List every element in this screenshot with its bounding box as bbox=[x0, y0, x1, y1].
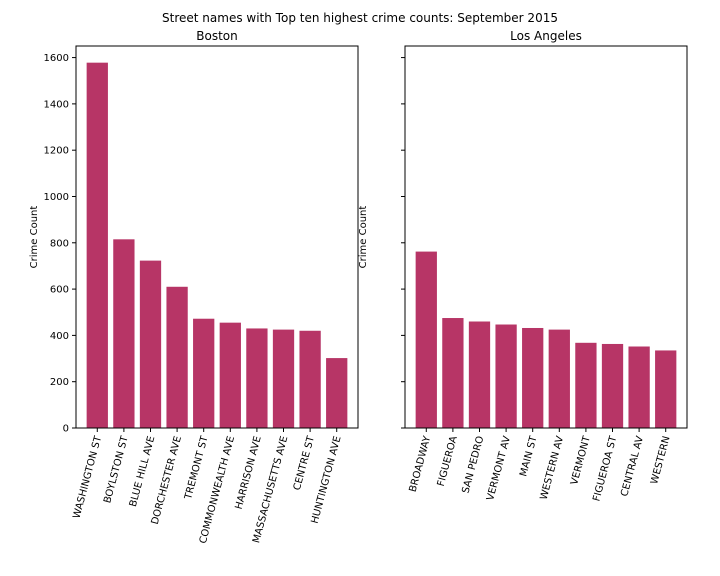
x-tick-label: BOYLSTON ST bbox=[102, 434, 131, 504]
x-tick-label: DORCHESTER AVE bbox=[150, 435, 184, 526]
x-tick-label: HARRISON AVE bbox=[234, 435, 264, 511]
bar bbox=[468, 321, 491, 428]
axes-frame bbox=[75, 45, 359, 429]
bar bbox=[415, 251, 437, 428]
axes-frame bbox=[404, 45, 688, 429]
bar bbox=[522, 327, 544, 428]
bar bbox=[326, 358, 348, 428]
x-tick-label: WESTERN bbox=[649, 435, 672, 486]
subplots: Boston Crime Count 0 200 400 600 800 1000 1200 14… bbox=[29, 29, 688, 545]
y-axis-label: Crime Count bbox=[29, 206, 40, 269]
bar bbox=[575, 342, 597, 428]
x-tick-label: CENTRAL AV bbox=[619, 435, 646, 498]
y-tick-label: 800 bbox=[50, 238, 69, 249]
bar bbox=[601, 343, 624, 428]
x-tick-label: BLUE HILL AVE bbox=[128, 435, 157, 508]
bar bbox=[299, 330, 321, 428]
y-tick-label: 600 bbox=[50, 285, 69, 296]
bar bbox=[139, 260, 162, 428]
x-tick-label: VERMONT bbox=[569, 434, 593, 486]
bar bbox=[219, 322, 241, 428]
subplot-los-angeles: Los Angeles Crime Count BROADWAY FIGUEROA SA… bbox=[358, 29, 688, 503]
x-tick-label: SAN PEDRO bbox=[461, 435, 487, 495]
x-tick-label: WASHINGTON ST bbox=[72, 434, 105, 520]
x-tick-label: MAIN ST bbox=[518, 434, 540, 478]
y-axis-label: Crime Count bbox=[358, 206, 369, 269]
subplot-boston: Boston Crime Count 0 200 400 600 800 1000 1200 14… bbox=[29, 29, 359, 545]
x-tick-label: FIGUEROA bbox=[436, 435, 460, 488]
y-tick-label: 400 bbox=[50, 331, 69, 342]
y-tick-label: 1200 bbox=[44, 146, 69, 157]
bar bbox=[495, 324, 517, 428]
bar bbox=[272, 329, 295, 428]
x-tick-label: VERMONT AV bbox=[485, 435, 513, 502]
bar bbox=[655, 350, 677, 428]
bar bbox=[246, 328, 268, 428]
bar bbox=[628, 346, 650, 428]
subplot-title: Los Angeles bbox=[510, 29, 582, 43]
bar bbox=[442, 318, 464, 428]
bar bbox=[166, 286, 188, 428]
bar bbox=[86, 62, 108, 428]
y-tick-label: 0 bbox=[63, 424, 69, 435]
x-tick-label: TREMONT ST bbox=[183, 434, 211, 502]
bar bbox=[113, 239, 135, 428]
y-tick-label: 1000 bbox=[44, 192, 69, 203]
x-tick-label: HUNTINGTON AVE bbox=[310, 435, 344, 525]
subplot-title: Boston bbox=[196, 29, 237, 43]
figure-title: Street names with Top ten highest crime … bbox=[162, 11, 558, 25]
y-tick-label: 1600 bbox=[44, 53, 69, 64]
bar bbox=[193, 318, 215, 428]
y-tick-label: 1400 bbox=[44, 99, 69, 110]
x-tick-label: CENTRE ST bbox=[292, 434, 317, 492]
x-tick-label: FIGUEROA ST bbox=[591, 434, 619, 503]
x-tick-label: BROADWAY bbox=[408, 434, 434, 493]
x-tick-label: WESTERN AV bbox=[539, 435, 567, 501]
y-tick-label: 200 bbox=[50, 377, 69, 388]
bar bbox=[548, 329, 570, 428]
